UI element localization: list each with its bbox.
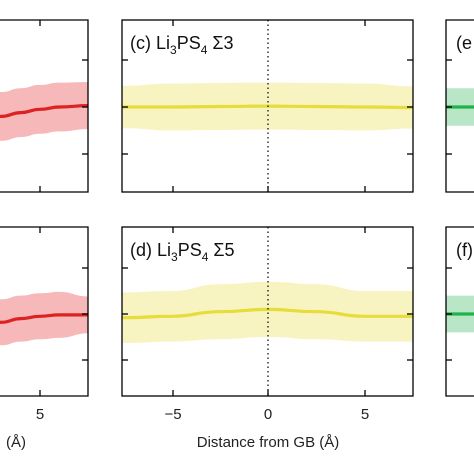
panel-e-title: (e — [456, 33, 472, 53]
panel-c-title: (c) Li3PS4 Σ3 — [130, 33, 234, 57]
x-axis-label: Distance from GB (Å) — [197, 434, 340, 451]
panel-e-frame — [445, 19, 474, 193]
panel-f-frame — [445, 226, 474, 397]
panel-left-top-plot — [0, 82, 88, 141]
tick-label-minus5: −5 — [164, 406, 181, 423]
panel-left-top-frame — [0, 19, 89, 193]
line-left-bottom — [0, 313, 88, 324]
tick-label-left-5: 5 — [36, 406, 44, 423]
panel-d-title: (d) Li3PS4 Σ5 — [130, 240, 235, 264]
x-axis-label-left: (Å) — [6, 434, 26, 451]
band-d — [122, 281, 413, 343]
panel-f-title: (f) — [456, 240, 473, 260]
panel-left-bottom-frame — [0, 226, 89, 397]
panel-left-bottom-plot — [0, 291, 88, 346]
line-left-top — [0, 104, 88, 119]
x-ticks — [39, 20, 366, 396]
tick-label-5: 5 — [361, 406, 369, 423]
band-left-top — [0, 82, 88, 141]
band-left-bottom — [0, 291, 88, 346]
y-ticks — [82, 59, 452, 361]
tick-label-0: 0 — [264, 406, 272, 423]
